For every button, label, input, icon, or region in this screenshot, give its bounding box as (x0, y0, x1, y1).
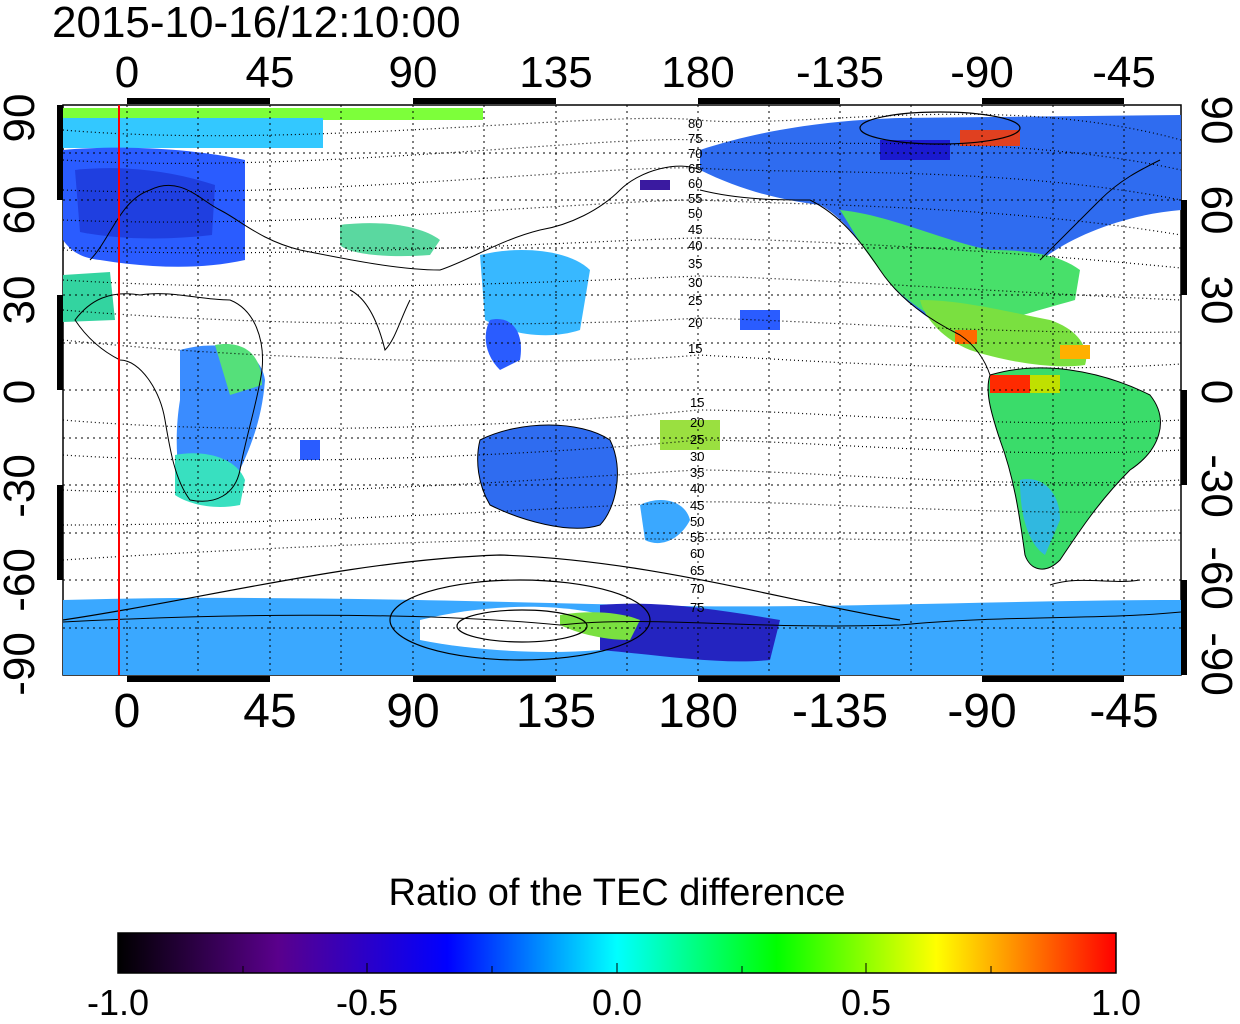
coast-india (349, 289, 411, 351)
tec-region-south-africa (175, 453, 245, 507)
coast-antarctica (63, 611, 1181, 627)
contour-label-n80: 80 (688, 116, 702, 131)
colorbar-tick-05: 0.5 (840, 982, 892, 1023)
tec-hotspot-caribbean (1060, 345, 1090, 359)
contour-label-s30: 30 (690, 449, 704, 464)
contour-label-n20: 20 (688, 315, 702, 330)
bottom-lon-tick-180: 180 (657, 685, 739, 738)
contour-label-s40: 40 (690, 481, 704, 496)
tec-region-east-africa (215, 344, 262, 395)
bottom-lon-tick-m45: -45 (1089, 685, 1159, 738)
tec-region-europe-core (75, 168, 215, 239)
bottom-lon-tick-90: 90 (386, 685, 440, 738)
contour-label-n35: 35 (688, 256, 702, 271)
contour-label-n50: 50 (688, 206, 702, 221)
bottom-lon-tick-135: 135 (515, 685, 597, 738)
colorbar-ticks (117, 963, 1117, 973)
map-title: 2015-10-16/12:10:00 (52, 0, 461, 47)
coast-africa (74, 293, 264, 502)
contour-label-s35: 35 (690, 465, 704, 480)
contour-labels-south: 15 20 25 30 35 40 45 50 55 60 65 70 75 (690, 395, 704, 615)
tec-region-ross-sea (600, 603, 780, 662)
tec-region-north-america (700, 115, 1181, 340)
contour-label-s75: 75 (690, 600, 704, 615)
tec-region-east-asia (480, 250, 590, 336)
contour-label-n40: 40 (688, 238, 702, 253)
top-lon-tick-135: 135 (519, 48, 593, 97)
top-lon-tick-m90: -90 (950, 48, 1014, 97)
tec-region-patagonia (1020, 479, 1060, 555)
colorbar-tick-0: 0.0 (591, 982, 643, 1023)
tec-patch-indian-ocean (300, 440, 320, 460)
contour-label-n75: 75 (688, 131, 702, 146)
contour-label-n15: 15 (688, 341, 702, 356)
coast-north-america-west (699, 189, 991, 376)
contour-labels-north: 80 75 70 65 60 55 50 45 40 35 30 25 20 1… (688, 116, 702, 356)
south-pole-oval-inner (456, 609, 588, 643)
frame-tick-bars (57, 98, 1187, 682)
tec-region-west-africa (63, 272, 115, 322)
tec-region-usa (840, 210, 1080, 335)
magnetic-contours (63, 113, 1181, 561)
coast-north-america-east (1039, 159, 1161, 261)
coast-south-america (987, 367, 1161, 570)
contour-label-s50: 50 (690, 514, 704, 529)
top-lon-tick-m45: -45 (1092, 48, 1156, 97)
tec-data-layer (63, 108, 1181, 675)
tec-region-alaska (880, 140, 950, 160)
contour-label-n45: 45 (688, 222, 702, 237)
top-lon-tick-180: 180 (661, 48, 735, 97)
tec-region-central-america (920, 300, 1087, 367)
bottom-lon-tick-0: 0 (113, 685, 141, 738)
tec-hotspot-equatorial (990, 375, 1030, 393)
tec-band-arctic-2 (63, 118, 323, 148)
tec-hotspot-amazon (1030, 375, 1060, 393)
top-lon-tick-45: 45 (245, 48, 295, 97)
colorbar-tick-1: 1.0 (1090, 982, 1142, 1023)
coast-eurasia (89, 165, 701, 271)
contour-label-n30: 30 (688, 275, 702, 290)
tec-patch-pacific-south (660, 420, 720, 450)
tec-band-arctic (63, 108, 483, 120)
north-pole-oval (859, 111, 1021, 145)
contour-label-n55: 55 (688, 191, 702, 206)
colorbar-title: Ratio of the TEC difference (388, 872, 846, 914)
magnetic-pole-contours (63, 111, 1021, 661)
colorbar-tick-m05: -0.5 (335, 982, 399, 1023)
graticule (63, 105, 1181, 675)
bottom-lon-tick-45: 45 (243, 685, 297, 738)
contour-label-s60: 60 (690, 546, 704, 561)
contour-label-n65: 65 (688, 161, 702, 176)
bottom-lon-tick-m135: -135 (791, 685, 889, 738)
south-pole-oval-outer (389, 579, 651, 661)
coast-australia (477, 424, 618, 529)
top-lon-tick-m135: -135 (795, 48, 885, 97)
tec-hotspot-canada (960, 130, 1020, 146)
tec-hotspot-mexico (955, 330, 977, 344)
coast-antarctic-peninsula (1049, 579, 1141, 586)
tec-region-australia (477, 425, 618, 529)
bottom-lon-tick-m90: -90 (947, 685, 1017, 738)
contour-label-s65: 65 (690, 563, 704, 578)
tec-region-new-zealand (640, 500, 690, 544)
contour-label-n25: 25 (688, 293, 702, 308)
tec-patch-hawaii (740, 310, 780, 330)
tec-patch-pacific-north (640, 180, 670, 190)
top-lon-tick-0: 0 (114, 48, 140, 97)
contour-label-n70: 70 (688, 146, 702, 161)
tec-region-se-asia (485, 319, 521, 370)
contour-label-s70: 70 (690, 581, 704, 596)
coastlines (63, 159, 1181, 627)
colorbar-tick-m1: -1.0 (86, 982, 150, 1023)
contour-label-s25: 25 (690, 432, 704, 447)
south-contour-arc (63, 554, 901, 621)
contour-label-s45: 45 (690, 498, 704, 513)
top-lon-tick-90: 90 (388, 48, 438, 97)
contour-label-n60: 60 (688, 176, 702, 191)
contour-label-s55: 55 (690, 530, 704, 545)
contour-label-s15: 15 (690, 395, 704, 410)
contour-label-s20: 20 (690, 415, 704, 430)
